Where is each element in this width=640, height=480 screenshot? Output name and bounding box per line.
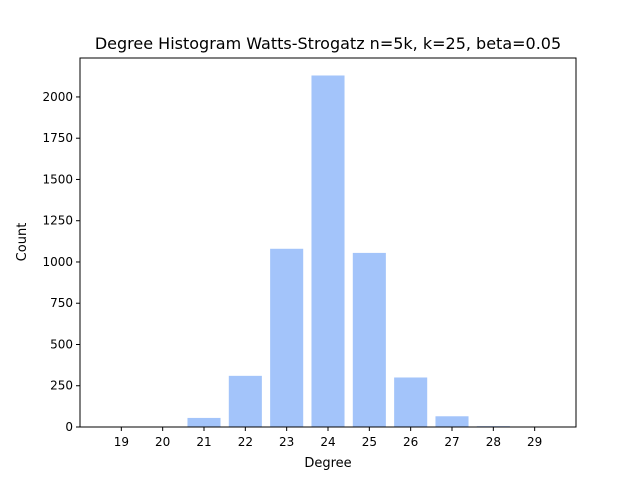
x-tick-label: 26 <box>403 435 418 449</box>
y-tick-label: 250 <box>50 379 73 393</box>
y-tick-label: 500 <box>50 337 73 351</box>
x-axis-label: Degree <box>304 456 351 471</box>
bar-degree-22 <box>228 375 262 427</box>
y-axis-ticks: 0 250 500 750 1000 1250 1500 1750 2000 <box>42 90 80 434</box>
x-tick-label: 20 <box>155 435 170 449</box>
bar-degree-23 <box>270 248 304 427</box>
bar-degree-26 <box>394 377 428 427</box>
y-axis-label: Count <box>15 223 30 262</box>
bar-degree-25 <box>352 252 386 427</box>
y-tick-label: 2000 <box>42 90 73 104</box>
y-tick-label: 0 <box>65 420 73 434</box>
y-tick-label: 1000 <box>42 255 73 269</box>
bar-degree-24 <box>311 75 345 427</box>
x-tick-label: 23 <box>279 435 294 449</box>
bar-degree-27 <box>435 416 469 427</box>
x-tick-label: 25 <box>362 435 377 449</box>
chart-title: Degree Histogram Watts-Strogatz n=5k, k=… <box>95 34 561 53</box>
x-tick-label: 27 <box>444 435 459 449</box>
x-tick-label: 21 <box>196 435 211 449</box>
x-tick-label: 22 <box>238 435 253 449</box>
x-tick-label: 19 <box>114 435 129 449</box>
x-axis-ticks: 19 20 21 22 23 24 25 26 27 28 29 <box>114 427 542 449</box>
y-tick-label: 1750 <box>42 131 73 145</box>
x-tick-label: 29 <box>527 435 542 449</box>
y-tick-label: 1500 <box>42 172 73 186</box>
x-tick-label: 28 <box>486 435 501 449</box>
y-tick-label: 1250 <box>42 214 73 228</box>
bars-group <box>146 75 510 428</box>
bar-degree-21 <box>187 417 221 427</box>
y-tick-label: 750 <box>50 296 73 310</box>
x-tick-label: 24 <box>320 435 335 449</box>
